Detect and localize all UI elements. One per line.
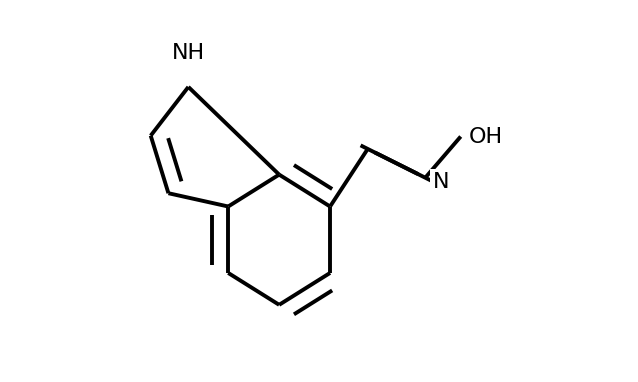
Text: NH: NH: [172, 42, 205, 63]
Text: OH: OH: [469, 126, 503, 147]
Text: N: N: [433, 172, 450, 192]
